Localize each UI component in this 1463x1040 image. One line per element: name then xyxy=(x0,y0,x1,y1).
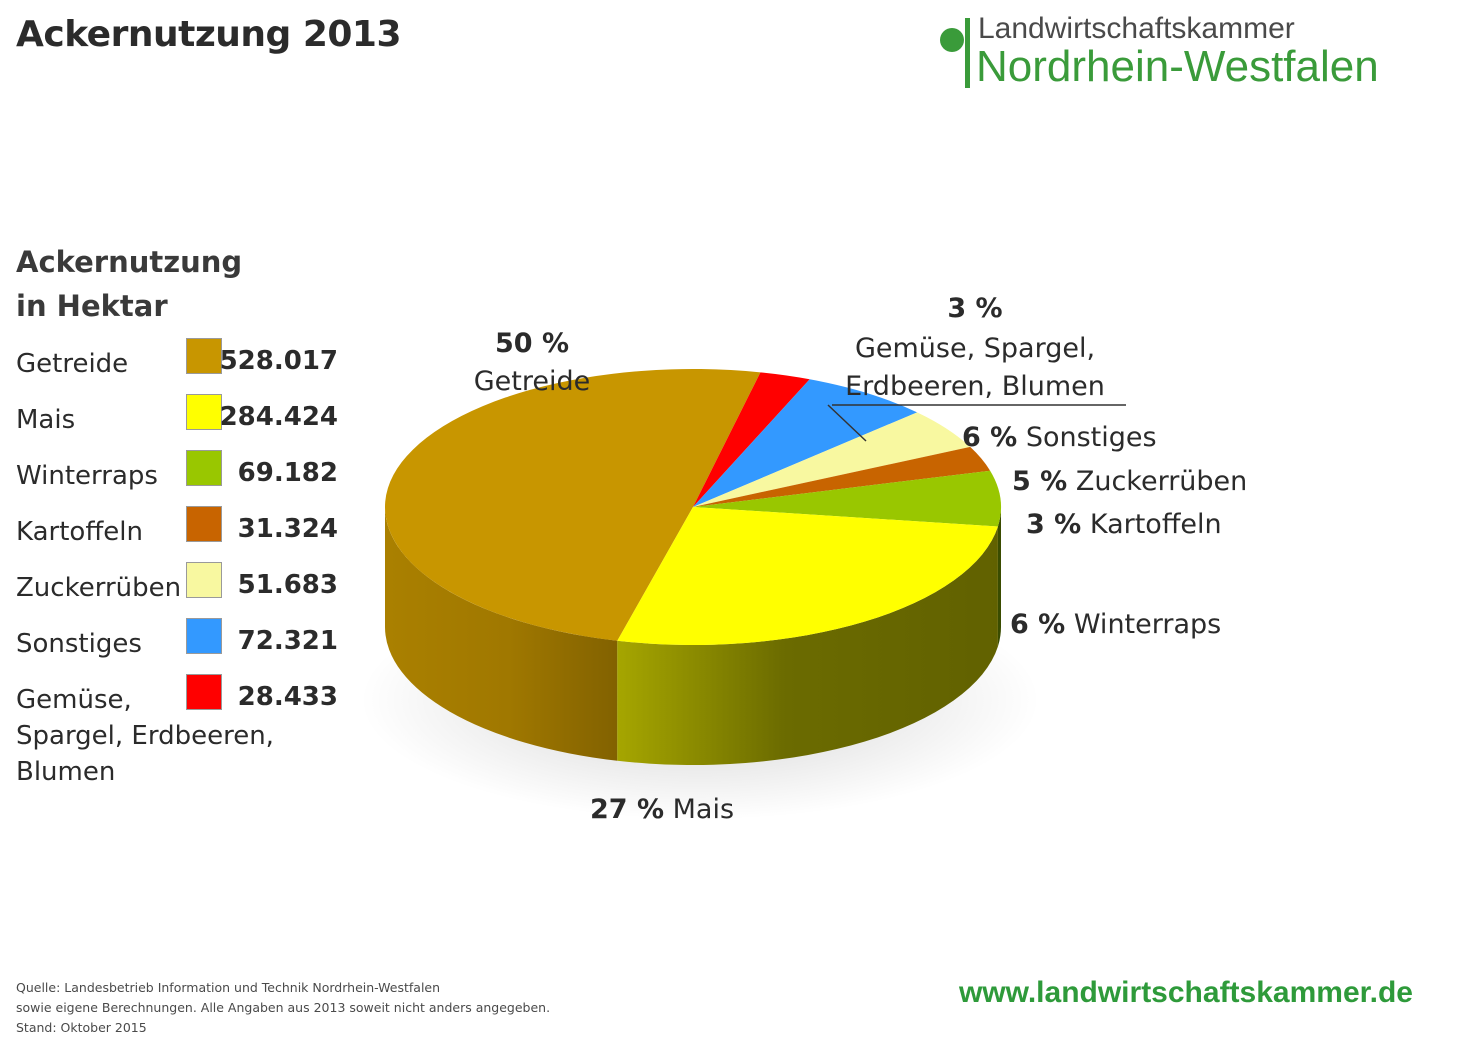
legend-swatch xyxy=(186,338,222,374)
logo-dot-icon xyxy=(940,28,964,52)
legend-swatch xyxy=(186,450,222,486)
legend-value: 528.017 xyxy=(219,346,338,376)
legend-value: 28.433 xyxy=(237,682,338,712)
pie-slice-kartoffeln xyxy=(693,446,991,507)
legend-title: Ackernutzung in Hektar xyxy=(16,245,243,323)
source-note: Quelle: Landesbetrieb Information und Te… xyxy=(16,980,551,1035)
slice-label: 3 % Kartoffeln xyxy=(1026,509,1222,540)
logo-bar-icon xyxy=(965,18,970,88)
legend-label: Winterraps xyxy=(16,461,158,491)
legend-swatch xyxy=(186,562,222,598)
gemuese-leader-line xyxy=(827,404,867,442)
pie-slice-winterraps xyxy=(693,470,1001,527)
legend: Ackernutzung in Hektar Getreide 528.017 … xyxy=(16,240,376,787)
organization-logo: Landwirtschaftskammer Nordrhein-Westfale… xyxy=(938,12,1438,92)
legend-item: Kartoffeln 31.324 xyxy=(16,506,376,556)
legend-item: Sonstiges 72.321 xyxy=(16,618,376,668)
legend-item: Mais 284.424 xyxy=(16,394,376,444)
legend-value: 284.424 xyxy=(219,402,338,432)
pie-side-mais xyxy=(617,526,998,765)
slice-label: 5 % Zuckerrüben xyxy=(1012,466,1247,497)
legend-label: Kartoffeln xyxy=(16,517,143,547)
legend-item: Winterraps 69.182 xyxy=(16,450,376,500)
pie-sides xyxy=(385,507,1001,765)
legend-label: Sonstiges xyxy=(16,629,142,659)
slice-label: 50 % xyxy=(495,328,569,359)
legend-value: 31.324 xyxy=(237,514,338,544)
pie-slice-sonstiges xyxy=(693,379,918,507)
legend-item: Gemüse, Spargel, Erdbeeren, Blumen 28.43… xyxy=(16,674,376,787)
legend-label: Mais xyxy=(16,405,76,435)
pie-slice-gemüse xyxy=(693,372,810,507)
slice-label: 6 % Winterraps xyxy=(1010,609,1221,640)
slice-label: 3 % xyxy=(947,293,1002,324)
legend-label: Getreide xyxy=(16,349,129,379)
legend-label: Zuckerrüben xyxy=(16,573,182,603)
page-title: Ackernutzung 2013 xyxy=(16,14,402,55)
pie-slice-mais xyxy=(617,507,998,645)
legend-swatch xyxy=(186,674,222,710)
legend-value: 69.182 xyxy=(237,458,338,488)
slice-label: Getreide xyxy=(474,366,591,397)
legend-item: Zuckerrüben 51.683 xyxy=(16,562,376,612)
legend-item: Getreide 528.017 xyxy=(16,338,376,388)
pie-side-winterraps xyxy=(997,507,1001,647)
slice-label: 27 % Mais xyxy=(590,794,734,825)
logo-text-line2: Nordrhein-Westfalen xyxy=(976,42,1379,91)
legend-swatch xyxy=(186,394,222,430)
pie-slice-zuckerrüben xyxy=(693,412,971,507)
pie-top xyxy=(385,369,1001,645)
slice-label: Gemüse, Spargel, xyxy=(855,333,1095,364)
legend-value: 51.683 xyxy=(237,570,338,600)
website-link[interactable]: www.landwirtschaftskammer.de xyxy=(958,976,1413,1009)
pie-side-getreide xyxy=(385,507,618,761)
legend-swatch xyxy=(186,618,222,654)
legend-label: Gemüse, Spargel, Erdbeeren, Blumen xyxy=(16,685,274,787)
slice-label: Erdbeeren, Blumen xyxy=(845,371,1105,402)
pie-labels: 50 % Getreide 27 % Mais 6 % Winterraps 3 % K… xyxy=(474,293,1248,825)
legend-value: 72.321 xyxy=(237,626,338,656)
slice-label: 6 % Sonstiges xyxy=(962,422,1157,453)
logo-text-line1: Landwirtschaftskammer xyxy=(978,12,1295,45)
pie-slice-getreide xyxy=(385,369,761,641)
legend-swatch xyxy=(186,506,222,542)
